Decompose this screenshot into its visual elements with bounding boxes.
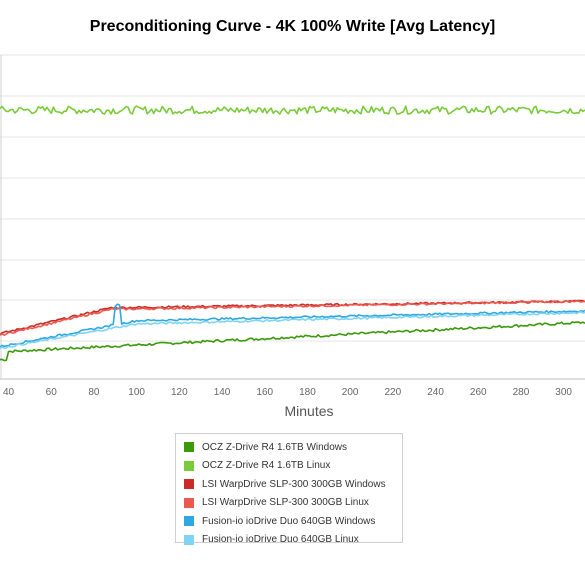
legend-label: LSI WarpDrive SLP-300 300GB Windows [202, 478, 386, 490]
legend-item: OCZ Z-Drive R4 1.6TB Windows [184, 438, 402, 457]
x-tick-label: 180 [299, 387, 316, 398]
legend-item: LSI WarpDrive SLP-300 300GB Linux [184, 494, 402, 513]
legend-swatch [184, 460, 194, 471]
x-tick-label: 120 [171, 387, 188, 398]
legend-item: Fusion-io ioDrive Duo 640GB Windows [184, 512, 402, 531]
x-tick-label: 160 [256, 387, 273, 398]
x-axis-label: Minutes [284, 403, 334, 419]
x-tick-label: 200 [342, 387, 359, 398]
legend-label: OCZ Z-Drive R4 1.6TB Windows [202, 441, 348, 453]
series-line [0, 321, 585, 362]
x-tick-label: 240 [427, 387, 444, 398]
series-line [0, 303, 585, 348]
legend-label: OCZ Z-Drive R4 1.6TB Linux [202, 460, 331, 472]
x-tick-label: 80 [88, 387, 100, 398]
legend-item: Fusion-io ioDrive Duo 640GB Linux [184, 531, 402, 550]
x-tick-label: 140 [214, 387, 231, 398]
series-line [0, 299, 585, 337]
series-lines [0, 105, 585, 362]
x-tick-label: 100 [128, 387, 145, 398]
x-tick-label: 280 [513, 387, 530, 398]
x-tick-label: 260 [470, 387, 487, 398]
legend-swatch [184, 516, 194, 527]
legend: OCZ Z-Drive R4 1.6TB Windows OCZ Z-Drive… [175, 433, 403, 545]
legend-label: LSI WarpDrive SLP-300 300GB Linux [202, 497, 369, 509]
legend-item: OCZ Z-Drive R4 1.6TB Linux [184, 457, 402, 476]
legend-swatch [184, 479, 194, 490]
x-tick-label: 60 [46, 387, 58, 398]
x-tick-label: 220 [385, 387, 402, 398]
legend-swatch [184, 534, 194, 545]
series-line [0, 310, 585, 350]
grid-lines [0, 54, 585, 380]
x-tick-labels: 40 60 80 100 120 140 160 180 200 220 240 260 280 300 [3, 387, 572, 398]
series-line [0, 105, 585, 115]
x-tick-label: 40 [3, 387, 15, 398]
chart-plot: 40 60 80 100 120 140 160 180 200 220 240 260 280 300 [0, 54, 585, 398]
x-tick-label: 300 [555, 387, 572, 398]
legend-swatch [184, 442, 194, 453]
legend-swatch [184, 497, 194, 508]
legend-label: Fusion-io ioDrive Duo 640GB Linux [202, 534, 359, 546]
chart-title: Preconditioning Curve - 4K 100% Write [A… [89, 18, 496, 35]
legend-label: Fusion-io ioDrive Duo 640GB Windows [202, 515, 376, 527]
legend-item: LSI WarpDrive SLP-300 300GB Windows [184, 475, 402, 494]
